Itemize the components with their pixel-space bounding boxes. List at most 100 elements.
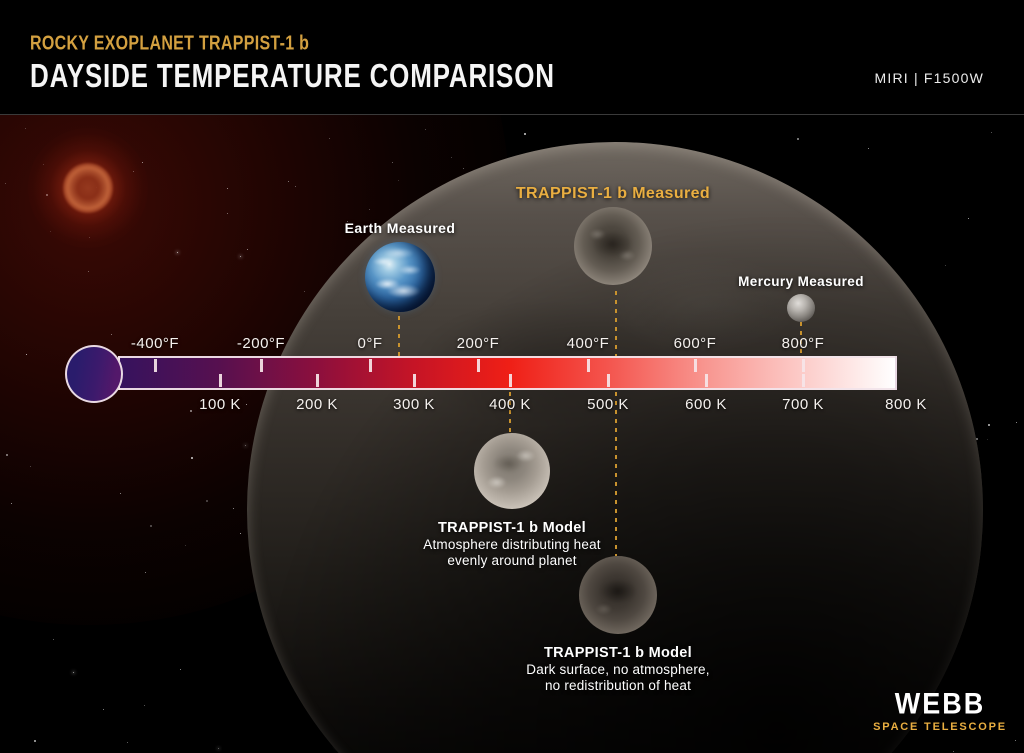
star: [150, 525, 152, 527]
earth-measured-label: Earth Measured: [344, 220, 456, 236]
planet-earth: [365, 242, 435, 312]
model-dark-line2: Dark surface, no atmosphere,: [526, 662, 710, 678]
star: [988, 424, 990, 426]
star: [6, 454, 8, 456]
star: [73, 672, 74, 673]
kelvin-tick-label: 400 K: [489, 396, 531, 413]
star: [463, 168, 464, 169]
scale-tick-k: [219, 374, 222, 387]
star: [177, 252, 178, 253]
kelvin-tick-label: 800 K: [885, 396, 927, 413]
eyebrow-title: ROCKY EXOPLANET TRAPPIST-1 b: [30, 33, 310, 55]
fahrenheit-tick-label: -200°F: [236, 335, 286, 352]
star: [233, 508, 234, 509]
model-atmosphere-line2: Atmosphere distributing heat: [423, 537, 601, 553]
star: [26, 354, 27, 355]
fahrenheit-tick-label: 400°F: [566, 335, 610, 352]
space-scene: Earth Measured TRAPPIST-1 b Measured Mer…: [0, 115, 1024, 753]
star: [247, 249, 248, 250]
scale-tick-f: [802, 359, 805, 372]
mercury-measured-label: Mercury Measured: [738, 274, 864, 289]
red-dwarf-star-core: [63, 163, 113, 213]
star: [25, 128, 26, 129]
star: [185, 545, 186, 546]
mercury-connector-dash: [800, 322, 802, 356]
planet-trappist1b-model-dark: [579, 556, 657, 634]
webb-subtitle: SPACE TELESCOPE: [873, 721, 1007, 733]
star: [329, 138, 330, 139]
star: [398, 180, 399, 181]
star: [88, 271, 89, 272]
scale-tick-f: [154, 359, 157, 372]
star: [227, 188, 228, 189]
planet-mercury: [787, 294, 815, 322]
fahrenheit-tick-label: 600°F: [673, 335, 717, 352]
earth-connector-dash: [398, 316, 400, 356]
star: [953, 751, 954, 752]
star: [34, 740, 36, 742]
model-dark-line3: no redistribution of heat: [544, 678, 692, 694]
star: [53, 639, 54, 640]
scale-tick-f: [477, 359, 480, 372]
star: [868, 148, 869, 149]
star: [11, 503, 12, 504]
star: [425, 129, 426, 130]
kelvin-tick-label: 100 K: [199, 396, 241, 413]
star: [991, 132, 992, 133]
kelvin-tick-label: 500 K: [587, 396, 629, 413]
star: [245, 445, 246, 446]
star: [304, 291, 305, 292]
kelvin-tick-label: 700 K: [782, 396, 824, 413]
scale-tick-f: [587, 359, 590, 372]
scale-tick-f: [694, 359, 697, 372]
star: [288, 181, 289, 182]
planet-trappist1b-model-atmosphere: [474, 433, 550, 509]
model-atmosphere-line3: evenly around planet: [447, 553, 577, 569]
fahrenheit-tick-label: 800°F: [781, 335, 825, 352]
model-atmosphere-title: TRAPPIST-1 b Model: [437, 520, 586, 536]
webb-wordmark: WEBB: [894, 687, 986, 720]
star: [5, 183, 6, 184]
star: [987, 439, 988, 440]
star: [120, 493, 121, 494]
measured-connector-dash-upper: [615, 291, 617, 356]
scale-tick-k: [509, 374, 512, 387]
measured-connector-dash-lower: [615, 392, 617, 556]
star: [976, 438, 978, 440]
scale-tick-f: [369, 359, 372, 372]
star: [191, 457, 193, 459]
kelvin-tick-label: 200 K: [296, 396, 338, 413]
star: [206, 500, 208, 502]
thermometer-bar: [118, 356, 897, 390]
star: [970, 703, 971, 704]
star: [227, 213, 228, 214]
star: [392, 162, 393, 163]
star: [797, 138, 799, 140]
star: [1015, 740, 1016, 741]
instrument-filter-label: MIRI | F1500W: [874, 70, 984, 86]
scale-tick-k: [802, 374, 805, 387]
scale-tick-f: [260, 359, 263, 372]
model-dark-title: TRAPPIST-1 b Model: [544, 645, 692, 661]
star: [103, 709, 104, 710]
star: [180, 669, 181, 670]
star: [1016, 422, 1017, 423]
star: [111, 334, 112, 335]
scale-tick-k: [705, 374, 708, 387]
header: ROCKY EXOPLANET TRAPPIST-1 b DAYSIDE TEM…: [0, 0, 1024, 114]
star: [240, 256, 241, 257]
star: [369, 209, 370, 210]
fahrenheit-tick-label: -400°F: [130, 335, 180, 352]
star: [190, 410, 192, 412]
star: [524, 133, 526, 135]
header-divider: [0, 114, 1024, 115]
kelvin-tick-label: 300 K: [393, 396, 435, 413]
model-atmosphere-connector-dash: [509, 392, 511, 433]
star: [218, 748, 219, 749]
scale-tick-k: [607, 374, 610, 387]
scale-tick-k: [413, 374, 416, 387]
scale-tick-k: [316, 374, 319, 387]
star: [945, 265, 946, 266]
star: [347, 221, 348, 222]
